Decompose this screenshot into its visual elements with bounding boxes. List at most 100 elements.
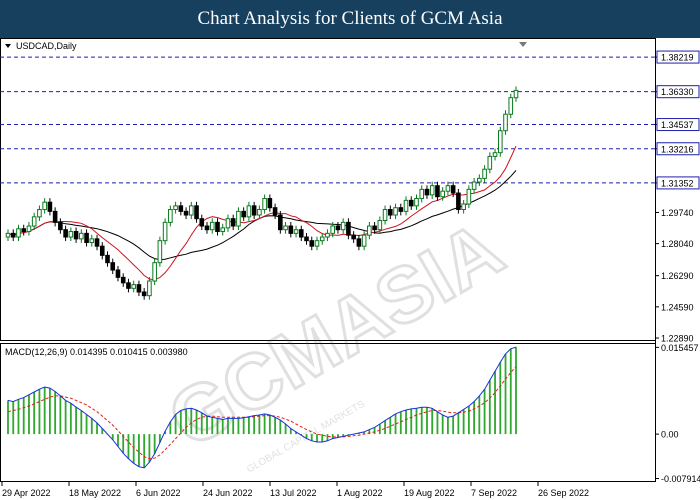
macd-histogram-bar — [164, 431, 167, 435]
macd-histogram-bar — [305, 434, 308, 439]
macd-histogram-bar — [185, 408, 187, 435]
macd-histogram-bar — [279, 420, 282, 435]
macd-histogram-bar — [75, 407, 77, 435]
time-tick-label: 26 Sep 2022 — [538, 488, 589, 498]
symbol-label: USDCAD,Daily — [16, 41, 77, 51]
macd-histogram-bar — [111, 434, 114, 440]
candle-body — [314, 240, 320, 247]
candle-body — [492, 152, 498, 157]
macd-signal-line — [7, 366, 517, 460]
price-tag[interactable] — [656, 142, 700, 156]
candle-body — [230, 218, 236, 227]
collapse-triangle-icon[interactable] — [5, 44, 11, 48]
macd-histogram-bar — [158, 434, 161, 443]
macd-histogram-bar — [138, 434, 140, 467]
candle-body — [105, 254, 110, 264]
candle-body — [241, 210, 246, 218]
candle-body — [309, 240, 315, 247]
macd-histogram-bar — [232, 418, 235, 435]
macd-histogram-bar — [69, 403, 72, 435]
price-tag[interactable] — [656, 85, 700, 99]
macd-histogram-bar — [101, 428, 104, 435]
candle-body — [497, 130, 503, 154]
macd-histogram-bar — [441, 415, 444, 435]
macd-histogram-bar — [295, 431, 297, 435]
macd-histogram-bar — [227, 418, 229, 435]
candle-body — [393, 207, 398, 216]
candle-body — [199, 218, 205, 227]
candle-body — [398, 207, 404, 212]
candle-body — [236, 210, 241, 227]
macd-histogram-bar — [253, 415, 256, 435]
time-axis: 29 Apr 2022 18 May 2022 6 Jun 2022 24 Jun 2… — [1, 482, 589, 498]
time-tick-label: 1 Aug 2022 — [337, 488, 383, 498]
candle-body — [361, 234, 367, 247]
price-tick-label: 1.31352 — [661, 178, 694, 188]
candle-body — [283, 225, 288, 231]
candle-body — [251, 205, 257, 216]
macd-histogram-bar — [473, 401, 476, 435]
macd-histogram-bar — [206, 416, 208, 435]
macd-histogram-bar — [394, 413, 397, 435]
macd-tick-label: 0.015457 — [661, 343, 699, 353]
macd-histogram-bar — [179, 410, 182, 435]
price-tick-label: 1.28040 — [661, 239, 694, 249]
macd-tick-label: 0.00 — [661, 430, 679, 440]
candle-body — [215, 221, 220, 233]
candle-body — [136, 284, 142, 293]
candle-body — [466, 188, 472, 205]
candle-body — [99, 245, 105, 256]
candle-body — [73, 231, 79, 240]
candle-body — [414, 198, 419, 207]
candle-body — [456, 192, 461, 211]
candle-body — [508, 97, 514, 115]
macd-histogram-bar — [48, 388, 51, 435]
candle-body — [424, 188, 430, 196]
candle-body — [68, 231, 74, 238]
macd-label: MACD(12,26,9) 0.014395 0.010415 0.003980 — [5, 347, 188, 357]
macd-histogram-bar — [143, 434, 146, 468]
price-tick-label: 1.33216 — [661, 144, 694, 154]
candle-body — [178, 205, 184, 212]
candle-body — [482, 168, 487, 179]
candle-body — [31, 216, 37, 227]
macd-histogram-bar — [174, 414, 177, 435]
macd-histogram-bar — [127, 434, 130, 459]
macd-histogram-bar — [242, 417, 245, 435]
macd-line — [7, 346, 517, 469]
candle-body — [209, 221, 215, 231]
time-tick-label: 18 May 2022 — [69, 488, 121, 498]
macd-histogram-bar — [221, 419, 224, 435]
macd-histogram-bar — [169, 421, 172, 435]
macd-panel[interactable] — [0, 343, 656, 482]
scroll-triangle-icon[interactable] — [519, 42, 527, 47]
candle-body — [429, 185, 435, 196]
macd-histogram-bar — [357, 432, 360, 435]
macd-histogram-bar — [378, 424, 381, 435]
price-tag[interactable] — [656, 50, 700, 64]
candle-body — [89, 238, 95, 244]
macd-histogram-bar — [190, 408, 193, 435]
macd-histogram-bar — [59, 395, 62, 435]
macd-histogram-bar — [248, 416, 250, 435]
candle-body — [356, 238, 362, 247]
candle-body — [513, 89, 519, 99]
trading-chart[interactable]: GCMASIA GLOBAL CAPITAL MARKETS USDCAD,Da… — [0, 38, 700, 500]
candle-body — [63, 229, 68, 238]
price-tag[interactable] — [656, 176, 700, 190]
candle-body — [152, 262, 157, 282]
candle-body — [272, 207, 278, 216]
macd-histogram-bar — [420, 407, 423, 435]
moving-averages — [7, 145, 517, 281]
macd-axis: 0.015457 0.00 -0.007914 — [655, 343, 700, 484]
candle-body — [120, 276, 126, 284]
price-panel[interactable] — [0, 38, 656, 341]
price-tick-label: 1.26290 — [661, 271, 694, 281]
macd-histogram-bar — [132, 434, 135, 464]
candle-body — [141, 291, 147, 297]
price-tag[interactable] — [656, 118, 700, 132]
symbol-header[interactable]: USDCAD,Daily — [5, 41, 77, 51]
candle-body — [42, 201, 47, 211]
macd-histogram-bar — [17, 399, 20, 435]
macd-histogram-bar — [90, 418, 93, 435]
